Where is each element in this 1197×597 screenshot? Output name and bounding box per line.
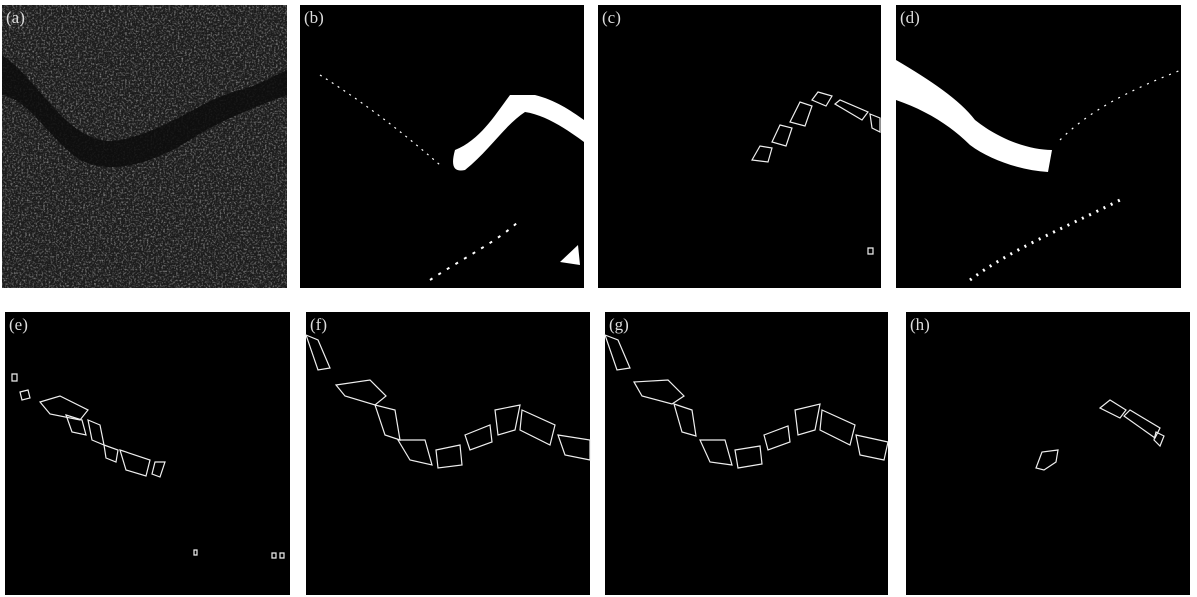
panel-g: (g) — [604, 312, 889, 595]
panel-a: (a) — [2, 5, 287, 288]
panel-label: (a) — [6, 8, 25, 27]
panel-c: (c) — [598, 5, 881, 288]
panel-h: (h) — [906, 312, 1190, 595]
panel-label: (b) — [304, 8, 324, 27]
panel-label: (f) — [310, 315, 327, 334]
panel-d: (d) — [896, 5, 1182, 288]
panel-label: (e) — [9, 315, 28, 334]
panel-label: (g) — [609, 315, 629, 334]
panel-label: (d) — [900, 8, 920, 27]
panel-e: (e) — [5, 312, 290, 595]
panel-label: (h) — [910, 315, 930, 334]
panel-b: (b) — [300, 5, 584, 288]
panel-f: (f) — [305, 312, 591, 595]
panel-label: (c) — [602, 8, 621, 27]
